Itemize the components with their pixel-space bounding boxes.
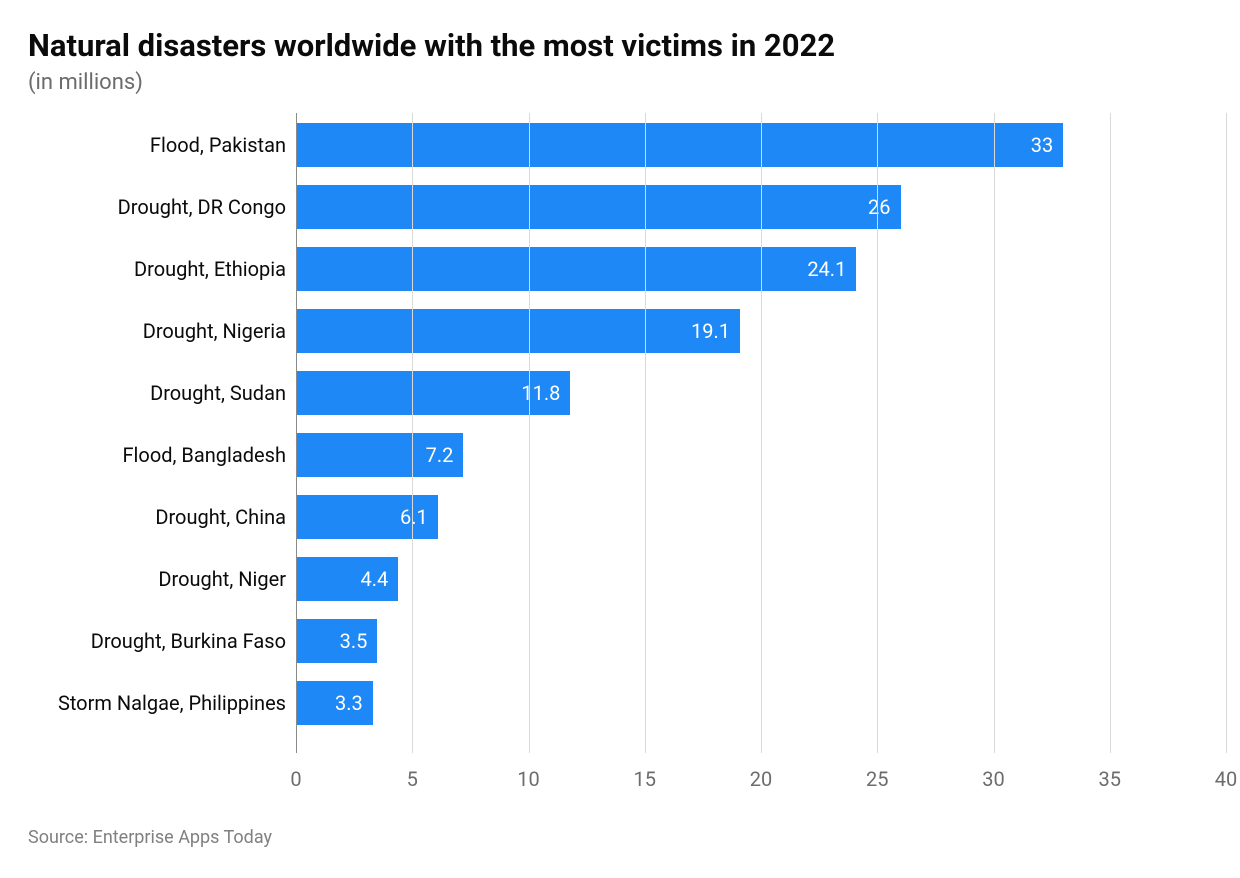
bar-value-label: 26	[868, 195, 890, 219]
grid-line	[877, 113, 878, 753]
category-label: Drought, Ethiopia	[134, 257, 296, 281]
bar-value-label: 11.8	[521, 381, 560, 405]
x-tick-label: 40	[1215, 767, 1237, 791]
category-label: Drought, Nigeria	[143, 319, 296, 343]
bar-value-label: 4.4	[361, 567, 389, 591]
grid-line	[529, 113, 530, 753]
bar	[296, 123, 1063, 167]
bar-value-label: 24.1	[807, 257, 846, 281]
chart-title: Natural disasters worldwide with the mos…	[28, 28, 1212, 64]
bar-value-label: 3.3	[335, 691, 363, 715]
bar-value-label: 7.2	[426, 443, 454, 467]
category-label: Drought, Burkina Faso	[91, 629, 296, 653]
grid-line	[645, 113, 646, 753]
grid-line	[1110, 113, 1111, 753]
x-tick-label: 20	[750, 767, 772, 791]
source-attribution: Source: Enterprise Apps Today	[28, 827, 272, 848]
bar-value-label: 6.1	[400, 505, 428, 529]
bar	[296, 185, 901, 229]
grid-line	[296, 113, 297, 753]
category-label: Drought, DR Congo	[118, 195, 296, 219]
x-tick-label: 5	[407, 767, 418, 791]
bar	[296, 247, 856, 291]
grid-line	[1226, 113, 1227, 753]
bar	[296, 309, 740, 353]
x-tick-label: 35	[1099, 767, 1121, 791]
category-label: Storm Nalgae, Philippines	[58, 691, 296, 715]
category-label: Drought, China	[155, 505, 296, 529]
category-label: Drought, Niger	[158, 567, 296, 591]
grid-line	[412, 113, 413, 753]
x-tick-label: 25	[866, 767, 888, 791]
plot-area: Flood, Pakistan33Drought, DR Congo26Drou…	[296, 113, 1226, 753]
bar-value-label: 19.1	[691, 319, 730, 343]
x-tick-label: 15	[634, 767, 656, 791]
bar-chart: Flood, Pakistan 33 Drought, DR Congo 26 Drou…	[28, 113, 1212, 753]
grid-line	[761, 113, 762, 753]
category-label: Flood, Pakistan	[150, 133, 296, 157]
x-tick-label: 30	[982, 767, 1004, 791]
bar-value-label: 33	[1031, 133, 1053, 157]
bar-value-label: 3.5	[340, 629, 368, 653]
x-tick-label: 10	[517, 767, 539, 791]
x-tick-label: 0	[290, 767, 301, 791]
category-label: Flood, Bangladesh	[123, 443, 297, 467]
chart-subtitle: (in millions)	[28, 70, 1212, 95]
category-label: Drought, Sudan	[150, 381, 296, 405]
grid-line	[994, 113, 995, 753]
